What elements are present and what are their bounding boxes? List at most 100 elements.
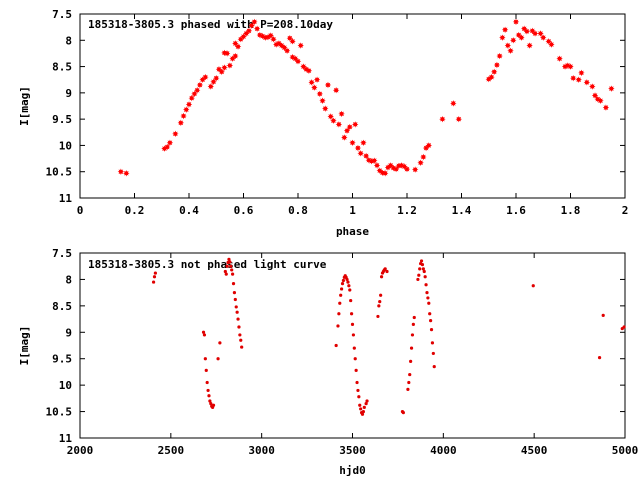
y-tick-label: 10.5 [46,166,73,179]
y-axis-label: I[mag] [18,326,31,366]
data-point [339,293,343,297]
y-tick-label: 10 [59,379,72,392]
data-point [221,64,228,71]
data-point [207,394,211,398]
data-point [164,143,171,151]
data-point [223,50,231,57]
data-point [406,387,410,391]
data-point [232,291,237,295]
data-point [210,78,217,86]
data-point [117,168,125,175]
data-point [204,368,208,372]
data-point [209,402,213,406]
data-point [379,275,384,279]
data-point [216,357,220,361]
data-point [423,275,427,279]
x-tick-label: 0.6 [234,204,254,217]
data-point [311,84,318,91]
data-point [237,325,241,329]
data-point [351,333,356,337]
data-point [570,74,577,82]
x-tick-label: 3500 [339,444,366,457]
data-point [526,42,533,49]
data-point [401,411,405,415]
data-point [349,139,356,146]
data-point [208,399,212,403]
data-point [231,282,236,286]
data-point [417,159,424,166]
data-point [567,63,574,70]
x-axis-label: phase [336,225,369,238]
x-axis-label: hjd0 [339,464,366,477]
data-point [213,74,220,82]
data-point [420,153,427,161]
x-tick-label: 1.2 [397,204,417,217]
data-point [253,25,261,32]
data-point [601,313,605,317]
data-point [349,312,354,316]
data-point [602,104,610,111]
data-point [324,81,332,89]
data-point [350,322,355,326]
data-point [172,130,179,138]
data-point [340,282,345,286]
data-point [425,142,432,149]
data-point [193,87,201,94]
data-point [166,139,174,146]
data-point [439,115,446,123]
data-point [332,87,340,94]
data-point [297,42,304,49]
x-tick-label: 0.8 [288,204,308,217]
data-point [191,90,198,98]
data-point [429,319,433,323]
data-point [185,101,193,108]
data-point [382,170,389,177]
data-point [224,272,228,276]
data-point [377,304,381,308]
data-point [327,113,334,120]
data-point [235,310,239,314]
data-point [364,402,368,406]
data-point [152,275,157,279]
chart-title: 185318-3805.3 not phased light curve [88,258,327,271]
data-point [416,277,420,282]
data-point [319,97,326,104]
data-point [409,359,413,363]
data-point [491,68,498,76]
data-point [349,298,353,303]
data-point [540,34,547,41]
data-point [421,267,425,271]
data-point [360,139,367,146]
data-point [177,119,185,127]
data-point [238,333,242,337]
data-point [202,333,207,337]
data-point [419,259,424,263]
data-point [589,83,596,90]
data-point [504,42,512,49]
data-point [218,341,222,345]
x-tick-label: 3000 [248,444,275,457]
data-point [228,260,232,264]
data-point [151,280,156,284]
chart-panel-1: 0 0.2 0.4 0.6 0.8 1 1.2 1.4 1.6 1.8 2 7.5 8 8.5 9 9.5 10… [18,8,628,238]
data-point [234,305,238,309]
data-point [322,105,329,112]
data-point [316,90,323,98]
data-point [346,123,353,131]
data-point [188,94,195,102]
data-point [430,341,435,345]
data-point [345,277,349,282]
y-tick-label: 8.5 [52,61,72,74]
data-point [361,409,365,414]
data-point [283,47,291,54]
data-point [378,300,382,304]
data-point [385,269,389,274]
data-point [232,52,239,60]
data-point [183,106,190,113]
data-point [360,412,365,416]
data-point [203,357,207,361]
y-tick-label: 11 [59,192,73,205]
data-point [407,380,411,385]
data-point [429,328,434,332]
data-point [340,287,344,291]
